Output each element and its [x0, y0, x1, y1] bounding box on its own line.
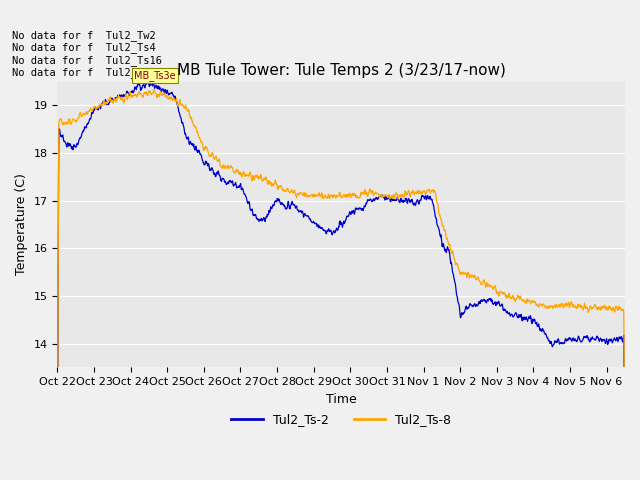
Tul2_Ts-8 [269, 182, 277, 188]
Text: No data for f  Tul2_Tw2
No data for f  Tul2_Ts4
No data for f  Tul2_Ts16
No data: No data for f Tul2_Tw2 No data for f Tul… [12, 30, 162, 79]
Tul2_Ts-8 [156, 92, 163, 97]
Tul2_Ts-2 [483, 297, 491, 303]
Tul2_Ts-2 [218, 179, 225, 184]
Line: Tul2_Ts-8: Tul2_Ts-8 [58, 90, 625, 480]
Tul2_Ts-8 [218, 164, 225, 169]
Tul2_Ts-2 [166, 90, 174, 96]
Line: Tul2_Ts-2: Tul2_Ts-2 [58, 81, 625, 480]
X-axis label: Time: Time [326, 393, 356, 406]
Text: MB_Ts3e: MB_Ts3e [134, 70, 175, 81]
Tul2_Ts-8 [166, 96, 174, 101]
Legend: Tul2_Ts-2, Tul2_Ts-8: Tul2_Ts-2, Tul2_Ts-8 [227, 408, 456, 431]
Tul2_Ts-2 [546, 341, 554, 347]
Tul2_Ts-2 [269, 202, 277, 207]
Tul2_Ts-2 [156, 84, 163, 90]
Tul2_Ts-8 [483, 281, 491, 287]
Title: MB Tule Tower: Tule Temps 2 (3/23/17-now): MB Tule Tower: Tule Temps 2 (3/23/17-now… [177, 62, 506, 78]
Tul2_Ts-8 [150, 87, 158, 93]
Y-axis label: Temperature (C): Temperature (C) [15, 174, 28, 276]
Tul2_Ts-8 [546, 303, 554, 309]
Tul2_Ts-2 [144, 78, 152, 84]
